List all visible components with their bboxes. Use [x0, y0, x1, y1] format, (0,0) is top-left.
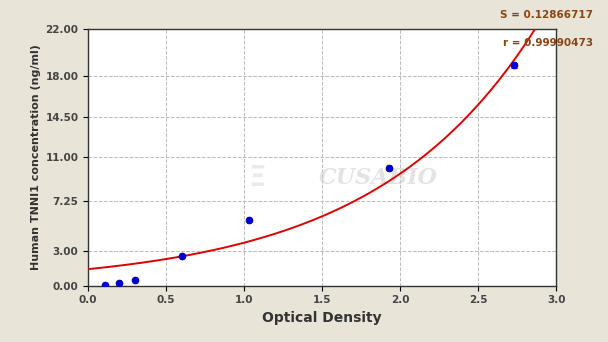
Text: CUSABIO: CUSABIO [319, 167, 438, 189]
Text: S = 0.12866717: S = 0.12866717 [500, 10, 593, 20]
X-axis label: Optical Density: Optical Density [263, 311, 382, 325]
Text: Ξ: Ξ [248, 164, 266, 192]
Text: r = 0.99990473: r = 0.99990473 [503, 38, 593, 48]
Y-axis label: Human TNNI1 concentration (ng/ml): Human TNNI1 concentration (ng/ml) [31, 44, 41, 270]
